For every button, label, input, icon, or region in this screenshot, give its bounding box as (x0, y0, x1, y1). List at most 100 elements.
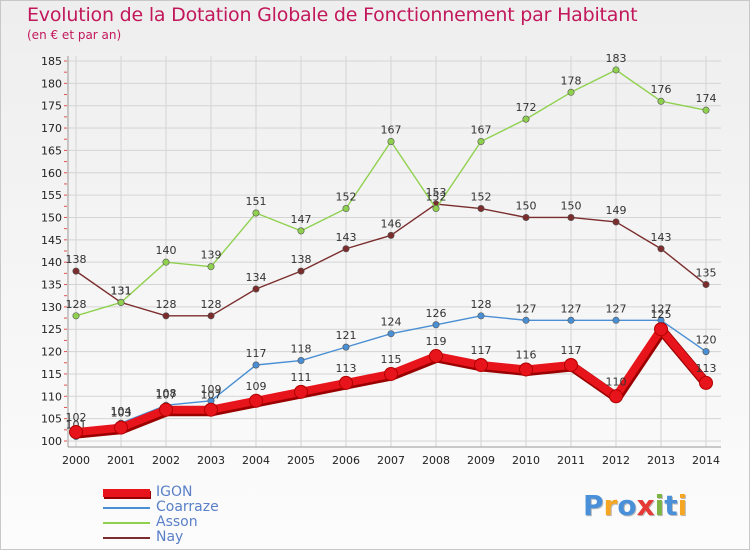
data-point-igon (249, 393, 263, 408)
data-label-nay: 128 (201, 298, 222, 311)
y-tick-label: 125 (41, 323, 62, 336)
data-point-igon (654, 322, 668, 337)
data-label-asson: 167 (381, 123, 402, 136)
data-point-igon (204, 402, 218, 417)
x-tick-label: 2005 (287, 454, 315, 467)
data-point-nay (162, 312, 170, 320)
data-label-asson: 152 (336, 191, 357, 204)
data-label-asson: 139 (201, 249, 222, 262)
data-label-coarraze: 127 (516, 302, 537, 315)
legend-label-asson: Asson (156, 514, 198, 530)
data-point-asson (342, 205, 350, 213)
data-point-nay (612, 218, 620, 226)
data-label-coarraze: 121 (336, 329, 357, 342)
legend-label-coarraze: Coarraze (156, 499, 219, 515)
data-point-igon (69, 425, 83, 440)
data-label-coarraze: 117 (246, 347, 267, 360)
data-point-igon (429, 349, 443, 364)
data-label-asson: 178 (561, 74, 582, 87)
data-point-igon (474, 358, 488, 372)
legend-item-coarraze: Coarraze (103, 500, 219, 515)
data-label-igon: 115 (381, 353, 402, 366)
data-point-asson (252, 209, 260, 217)
data-label-igon: 116 (516, 348, 537, 361)
data-point-asson (162, 258, 170, 266)
data-point-igon (294, 384, 308, 399)
x-tick-label: 2013 (647, 454, 675, 467)
data-point-coarraze (612, 316, 620, 324)
data-label-nay: 149 (606, 204, 627, 217)
data-label-coarraze: 120 (696, 334, 717, 347)
data-point-nay (207, 312, 215, 320)
data-label-nay: 143 (336, 231, 357, 244)
data-label-coarraze: 118 (291, 343, 312, 356)
y-tick-label: 165 (41, 144, 62, 157)
data-label-nay: 150 (516, 199, 537, 212)
proxiti-logo: Proxiti (583, 489, 687, 522)
data-label-asson: 147 (291, 213, 312, 226)
data-label-asson: 183 (606, 52, 627, 65)
chart-title: Evolution de la Dotation Globale de Fonc… (27, 4, 638, 26)
data-label-asson: 176 (651, 83, 672, 96)
legend-label-nay: Nay (156, 529, 184, 545)
data-point-asson (522, 115, 530, 123)
data-label-coarraze: 127 (606, 302, 627, 315)
data-label-igon: 113 (336, 362, 357, 375)
data-point-asson (207, 263, 215, 271)
data-label-igon: 111 (291, 371, 312, 384)
data-point-coarraze (702, 348, 710, 356)
data-label-asson: 174 (696, 92, 717, 105)
data-point-coarraze (477, 312, 485, 320)
data-label-asson: 140 (156, 244, 177, 257)
y-tick-label: 145 (41, 234, 62, 247)
data-label-igon: 125 (651, 308, 672, 321)
x-tick-label: 2009 (467, 454, 495, 467)
data-point-nay (477, 205, 485, 213)
data-label-igon: 109 (246, 380, 267, 393)
data-label-nay: 153 (426, 186, 447, 199)
x-tick-label: 2010 (512, 454, 540, 467)
data-point-igon (564, 358, 578, 372)
x-tick-label: 2007 (377, 454, 405, 467)
legend-item-nay: Nay (103, 530, 219, 545)
data-point-coarraze (342, 343, 350, 351)
logo-letter: P (583, 489, 604, 522)
logo-letter: i (677, 489, 688, 522)
data-point-nay (72, 267, 80, 275)
data-label-igon: 110 (606, 375, 627, 388)
data-label-nay: 138 (291, 253, 312, 266)
data-label-nay: 150 (561, 199, 582, 212)
x-tick-label: 2001 (107, 454, 135, 467)
data-point-asson (297, 227, 305, 235)
data-point-coarraze (522, 316, 530, 324)
data-label-nay: 135 (696, 267, 717, 280)
legend-swatch-coarraze (103, 506, 150, 509)
data-label-igon: 119 (426, 335, 447, 348)
data-label-igon: 107 (201, 389, 222, 402)
data-label-asson: 128 (66, 298, 87, 311)
data-point-coarraze (387, 330, 395, 338)
logo-letter: o (617, 489, 637, 522)
y-tick-label: 100 (41, 435, 62, 448)
data-label-coarraze: 104 (111, 405, 132, 418)
data-label-coarraze: 128 (471, 298, 492, 311)
data-label-igon: 102 (66, 411, 87, 424)
data-label-coarraze: 126 (426, 307, 447, 320)
data-point-igon (159, 402, 173, 417)
chart-legend: IGON Coarraze Asson Nay (103, 485, 219, 545)
data-label-nay: 152 (471, 191, 492, 204)
data-point-asson (477, 137, 485, 145)
data-point-coarraze (432, 321, 440, 329)
data-point-nay (702, 281, 710, 289)
legend-swatch-igon (103, 488, 150, 497)
logo-letter: x (636, 489, 655, 522)
data-label-asson: 167 (471, 123, 492, 136)
x-tick-label: 2006 (332, 454, 360, 467)
data-point-asson (612, 66, 620, 74)
data-label-nay: 131 (111, 284, 132, 297)
data-label-coarraze: 124 (381, 316, 402, 329)
legend-label-igon: IGON (156, 484, 193, 500)
data-point-asson (72, 312, 80, 320)
x-tick-label: 2000 (62, 454, 90, 467)
